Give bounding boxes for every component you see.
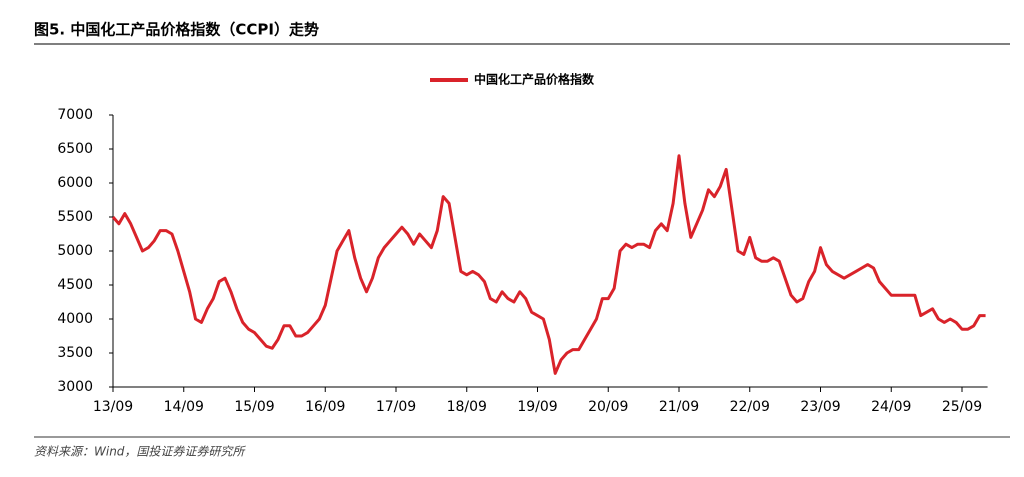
x-tick-label: 19/09 — [517, 399, 557, 415]
y-tick-label: 3500 — [57, 345, 93, 361]
x-tick-label: 25/09 — [942, 399, 982, 415]
x-tick-label: 23/09 — [800, 399, 840, 415]
x-tick-label: 24/09 — [871, 399, 911, 415]
y-tick-label: 6000 — [57, 175, 93, 191]
source: 资料来源：Wind，国投证券证券研究所 — [34, 445, 246, 459]
y-tick-label: 4000 — [57, 311, 93, 327]
x-tick-label: 21/09 — [659, 399, 699, 415]
y-tick-label: 5000 — [57, 243, 93, 259]
y-tick-label: 3000 — [57, 379, 93, 395]
x-tick-label: 20/09 — [588, 399, 628, 415]
data-line — [111, 154, 986, 375]
y-tick-label: 5500 — [57, 209, 93, 225]
x-tick-label: 14/09 — [164, 399, 204, 415]
y-tick-label: 4500 — [57, 277, 93, 293]
y-tick-label: 7000 — [57, 107, 93, 123]
x-tick-label: 13/09 — [93, 399, 133, 415]
x-tick-label: 18/09 — [447, 399, 487, 415]
x-tick-label: 17/09 — [376, 399, 416, 415]
x-tick-label: 16/09 — [305, 399, 345, 415]
x-tick-label: 15/09 — [234, 399, 274, 415]
legend-label: 中国化工产品价格指数 — [474, 72, 595, 87]
chart-title: 图5. 中国化工产品价格指数（CCPI）走势 — [34, 21, 319, 39]
x-tick-label: 22/09 — [730, 399, 770, 415]
y-tick-label: 6500 — [57, 141, 93, 157]
